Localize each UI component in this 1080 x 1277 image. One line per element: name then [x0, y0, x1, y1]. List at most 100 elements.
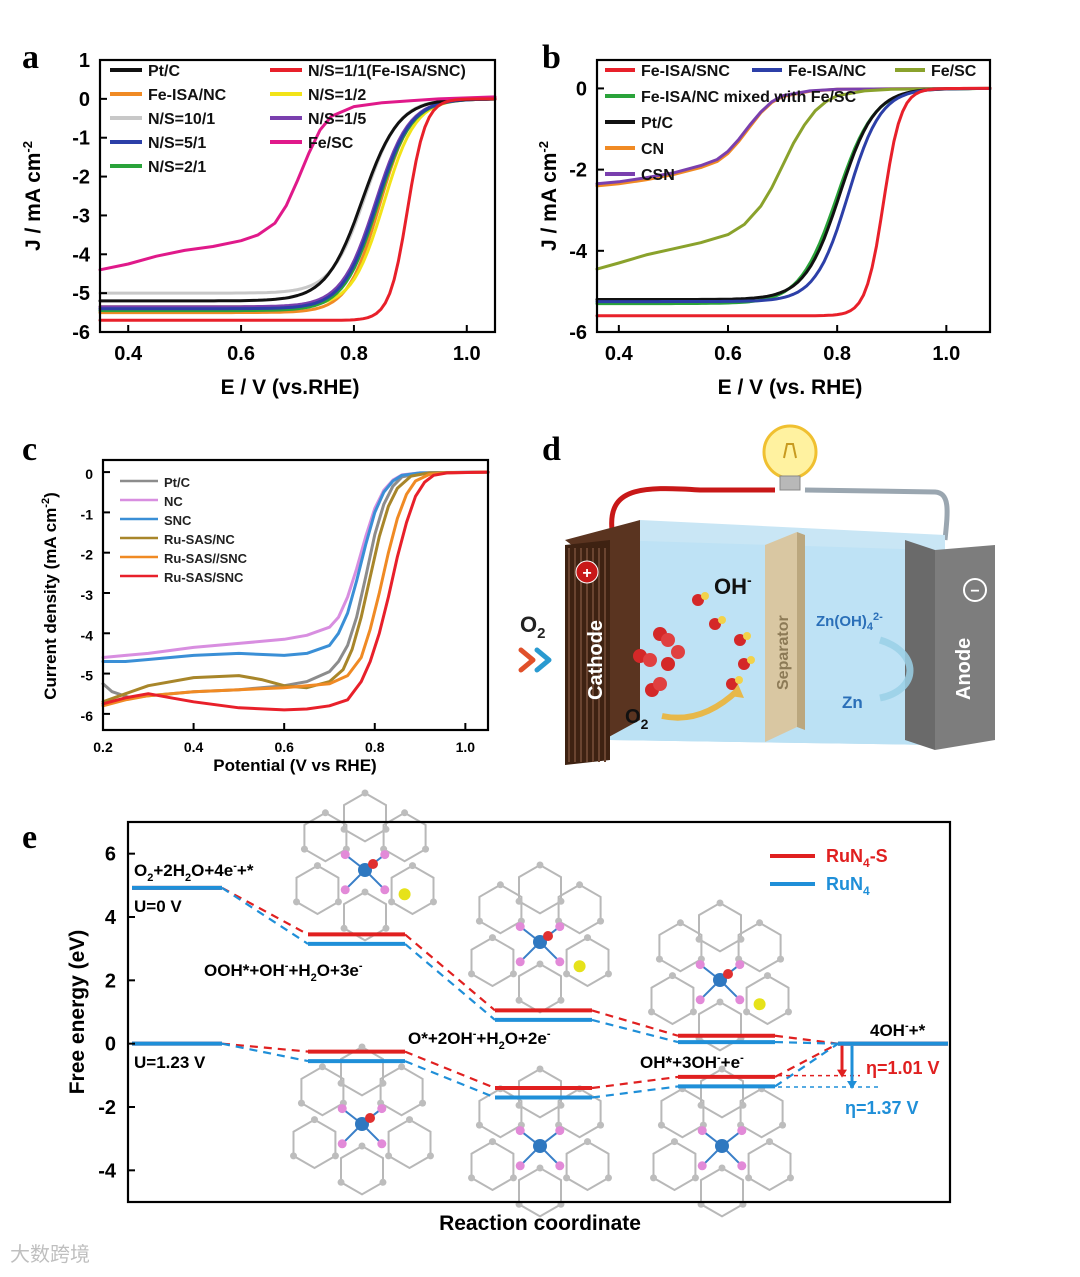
- xtick-label: 0.6: [227, 343, 255, 365]
- molecule-icon: [293, 789, 437, 942]
- zincate-sub: 4: [867, 621, 874, 633]
- anode-plate: [935, 545, 995, 750]
- ytick-label: -2: [98, 1097, 116, 1119]
- legend-n-s-1-5: N/S=1/5: [308, 111, 366, 128]
- o2-molecules: [633, 627, 685, 697]
- s3-d: -: [740, 1052, 744, 1064]
- s3-a: OH*+3OH: [640, 1053, 717, 1072]
- molecule-icon: [468, 861, 612, 1014]
- molecule-structures: [290, 789, 794, 1218]
- curve-fe-sc: [98, 95, 497, 272]
- panel-b-curves: [595, 86, 992, 318]
- ytick-label: 0: [105, 1034, 116, 1056]
- label-u123: U=1.23 V: [134, 1053, 206, 1072]
- curve-ru-sas-nc: [101, 470, 490, 704]
- overpotential-run4s: η=1.01 V: [866, 1058, 940, 1078]
- s3-c: +e: [721, 1053, 740, 1072]
- panel-b-ylabel-text: J / mA cm: [538, 153, 561, 251]
- o2-inflow-label: O2: [520, 612, 545, 642]
- ytick-label: -6: [569, 322, 587, 344]
- ytick-label: 6: [105, 844, 116, 866]
- legend-ru-sas-nc: Ru-SAS/NC: [164, 532, 235, 547]
- connector-run4-s-u-1-23-v: [221, 1042, 309, 1053]
- legend-pt-c: Pt/C: [148, 63, 180, 80]
- xtick-label: 0.8: [823, 343, 851, 365]
- gray-wire: [804, 487, 950, 541]
- connector-run4-u-1-23-v: [774, 1042, 839, 1088]
- curve-nc: [101, 470, 490, 659]
- curve-n-s-1-1-fe-isa-snc: [98, 97, 497, 322]
- label-u0: U=0 V: [134, 897, 182, 916]
- panel-a-legend: Pt/C N/S=1/1(Fe-ISA/SNC) Fe-ISA/NC N/S=1/2 N…: [110, 63, 466, 176]
- oh-ions: [692, 592, 755, 690]
- light-bulb-icon: [762, 424, 818, 491]
- panel-b-ticks: 0.4 0.6 0.8 1.0 0 -2 -4 -6: [569, 78, 960, 365]
- zincate-label: Zn(OH)42-: [816, 611, 883, 633]
- separator: [765, 532, 797, 742]
- panel-c-ylabel-sup: -2: [40, 498, 52, 508]
- oh-text: OH: [714, 574, 747, 599]
- s2-f: -: [547, 1028, 551, 1040]
- panel-a-ylabel: J / mA cm-2: [20, 141, 45, 251]
- curve-snc: [101, 470, 490, 663]
- curve-n-s-10-1: [98, 97, 497, 295]
- s3-b: -: [717, 1052, 721, 1064]
- panel-a-curves: [98, 95, 497, 322]
- oh-label: OH-: [714, 572, 752, 599]
- ytick-label: -4: [81, 627, 94, 643]
- panel-a-label: a: [22, 39, 39, 76]
- xtick-label: 1.0: [453, 343, 481, 365]
- legend-ru-sas-snc: Ru-SAS//SNC: [164, 551, 248, 566]
- minus-terminal-icon: −: [963, 578, 987, 602]
- ytick-label: -5: [81, 668, 94, 684]
- legend-n-s-10-1: N/S=10/1: [148, 111, 215, 128]
- legend-fe-isa-snc: Fe-ISA/SNC: [641, 63, 730, 80]
- connector-run4-u-1-23-v: [404, 1060, 496, 1099]
- s0-b: 2: [147, 872, 153, 884]
- panel-c-frame: [101, 458, 490, 732]
- s2-a: O*+2OH: [408, 1029, 473, 1048]
- connector-run4-s-u-1-23-v: [774, 1042, 839, 1078]
- legend-n-s-2-1: N/S=2/1: [148, 159, 206, 176]
- s2-e: O+2e: [505, 1029, 547, 1048]
- legend-snc: SNC: [164, 513, 192, 528]
- panel-b: b 0.4 0.6 0.8 1.0 0 -2 -4 -6 E / V (vs. RHE) J …: [536, 39, 992, 399]
- s0-c: +2H: [153, 861, 185, 880]
- legend-n-s-5-1: N/S=5/1: [148, 135, 206, 152]
- minus-symbol: −: [970, 583, 979, 600]
- panel-c-legend: Pt/C NC SNC Ru-SAS/NC Ru-SAS//SNC Ru-SAS/SNC: [120, 475, 248, 585]
- s4-c: +*: [909, 1021, 926, 1040]
- zn-label: Zn: [842, 693, 863, 712]
- curve-n-s-1-5: [98, 97, 497, 309]
- o2-cathode-text: O: [625, 706, 641, 728]
- xtick-label: 0.2: [93, 739, 113, 755]
- s2-c: +H: [476, 1029, 498, 1048]
- xtick-label: 0.8: [340, 343, 368, 365]
- curve-ru-sas-snc: [101, 470, 490, 712]
- s0-g: +*: [237, 861, 254, 880]
- ytick-label: 2: [105, 970, 116, 992]
- s0-a: O: [134, 861, 147, 880]
- curve-pt-c: [101, 470, 490, 700]
- panel-a-frame: [98, 58, 497, 334]
- panel-e-label: e: [22, 819, 37, 856]
- curve-ru-sas-snc: [101, 470, 490, 708]
- zincate-text: Zn(OH): [816, 613, 867, 630]
- cathode-stripes: [568, 548, 606, 762]
- s4-a: 4OH: [870, 1021, 905, 1040]
- connector-run4-s-u-1-23-v: [591, 1075, 679, 1090]
- ytick-label: -2: [72, 167, 90, 189]
- molecule-icon: [650, 1065, 794, 1218]
- zincate-sup: 2-: [873, 611, 883, 623]
- s4-b: -: [905, 1020, 909, 1032]
- connector-run4-u-0-v: [774, 1040, 839, 1045]
- legend-text-run4s: RuN4-S: [826, 846, 888, 870]
- curve-n-s-5-1: [98, 97, 497, 311]
- ytick-label: -3: [81, 587, 94, 603]
- s1-e: O+3e: [317, 961, 359, 980]
- o2-cathode-sub: 2: [641, 716, 649, 732]
- legend-pt-c: Pt/C: [164, 475, 191, 490]
- connector-run4-u-1-23-v: [221, 1042, 309, 1063]
- panel-c-ylabel: Current density (mA cm-2): [40, 492, 60, 700]
